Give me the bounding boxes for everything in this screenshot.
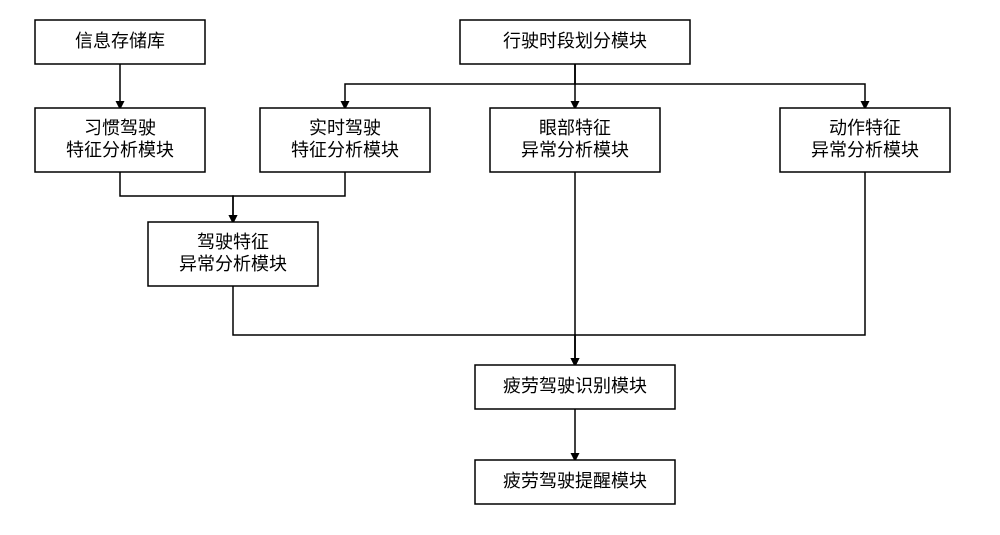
node-fatigue_detect-label-line0: 疲劳驾驶识别模块 (503, 376, 647, 396)
node-habit_analysis: 习惯驾驶特征分析模块 (35, 108, 205, 172)
node-fatigue_detect: 疲劳驾驶识别模块 (475, 365, 675, 409)
edge-action_analysis-to-fatigue_detect (575, 172, 865, 365)
edge-realtime_analysis-to-driving_abnormal (233, 172, 345, 222)
node-fatigue_alert: 疲劳驾驶提醒模块 (475, 460, 675, 504)
node-action_analysis-label-line1: 异常分析模块 (811, 140, 919, 160)
node-eye_analysis-label-line0: 眼部特征 (539, 118, 611, 138)
node-action_analysis-label-line0: 动作特征 (829, 118, 901, 138)
flowchart-diagram: 信息存储库行驶时段划分模块习惯驾驶特征分析模块实时驾驶特征分析模块眼部特征异常分… (0, 0, 1000, 535)
node-driving_abnormal-label-line0: 驾驶特征 (197, 232, 269, 252)
node-realtime_analysis-label-line0: 实时驾驶 (309, 118, 381, 138)
node-driving_abnormal-label-line1: 异常分析模块 (179, 254, 287, 274)
node-realtime_analysis-label-line1: 特征分析模块 (291, 140, 399, 160)
edge-habit_analysis-to-driving_abnormal (120, 172, 233, 222)
node-fatigue_alert-label-line0: 疲劳驾驶提醒模块 (503, 471, 647, 491)
node-time_segment-label-line0: 行驶时段划分模块 (503, 31, 647, 51)
node-eye_analysis-label-line1: 异常分析模块 (521, 140, 629, 160)
node-info_store-label-line0: 信息存储库 (75, 31, 165, 51)
edge-time_segment-to-realtime_analysis (345, 64, 575, 108)
node-action_analysis: 动作特征异常分析模块 (780, 108, 950, 172)
edge-driving_abnormal-to-fatigue_detect (233, 286, 575, 365)
node-driving_abnormal: 驾驶特征异常分析模块 (148, 222, 318, 286)
node-realtime_analysis: 实时驾驶特征分析模块 (260, 108, 430, 172)
edge-time_segment-to-action_analysis (575, 64, 865, 108)
node-info_store: 信息存储库 (35, 20, 205, 64)
node-habit_analysis-label-line1: 特征分析模块 (66, 140, 174, 160)
node-eye_analysis: 眼部特征异常分析模块 (490, 108, 660, 172)
node-time_segment: 行驶时段划分模块 (460, 20, 690, 64)
node-habit_analysis-label-line0: 习惯驾驶 (84, 118, 156, 138)
